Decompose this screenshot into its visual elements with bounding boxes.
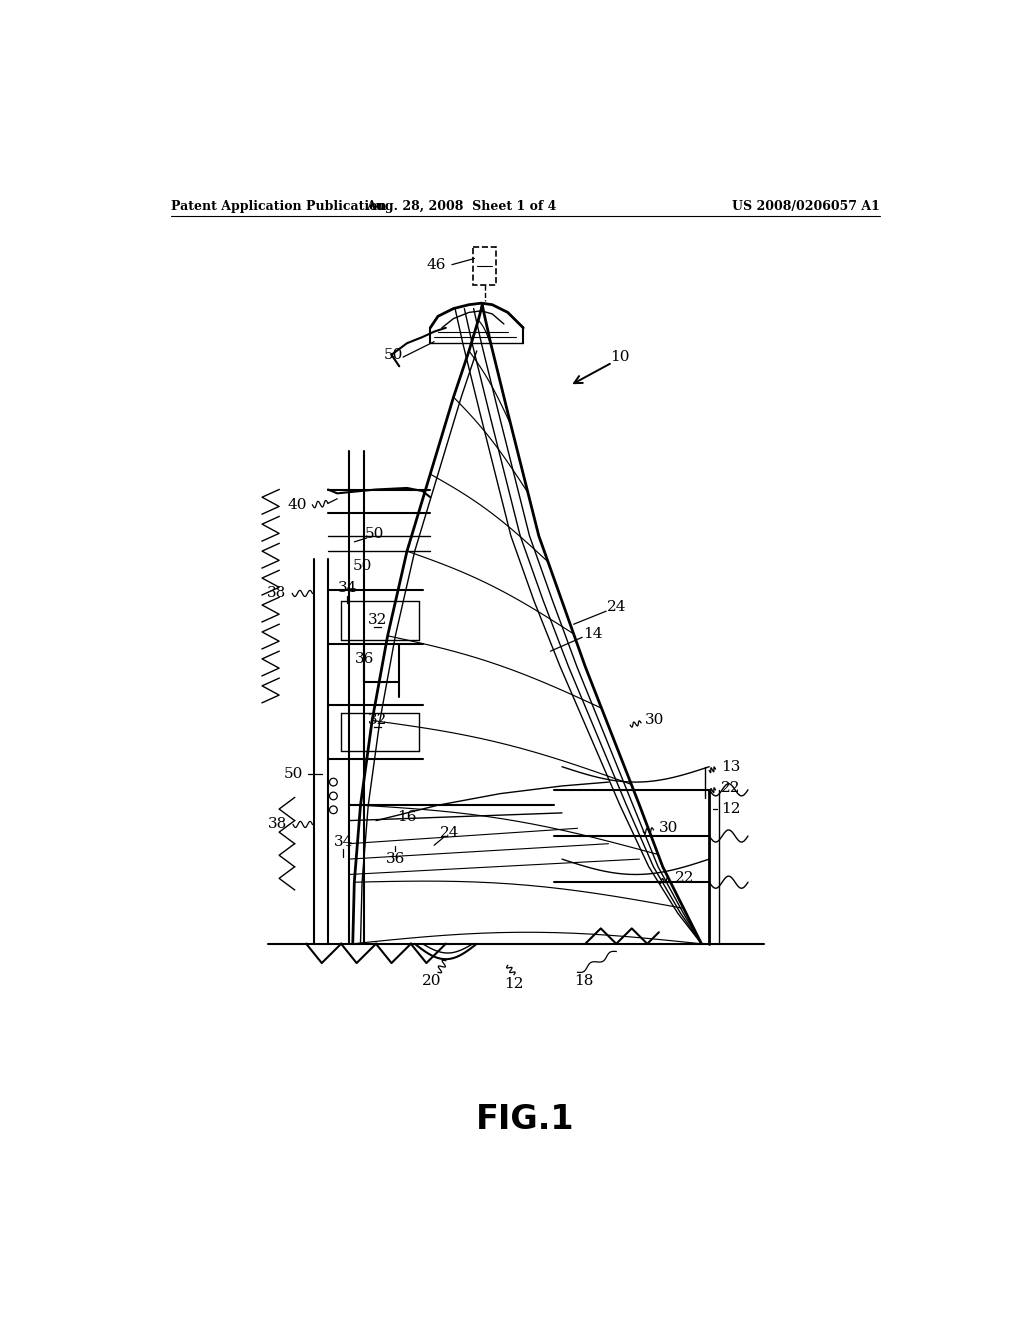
Text: 12: 12 xyxy=(721,803,740,816)
Text: 38: 38 xyxy=(267,586,287,601)
Text: 50: 50 xyxy=(352,560,372,573)
Text: 34: 34 xyxy=(334,836,353,849)
Text: 18: 18 xyxy=(574,974,593,987)
Text: 30: 30 xyxy=(645,714,665,727)
Text: 16: 16 xyxy=(397,809,417,824)
Text: 38: 38 xyxy=(268,817,287,832)
Text: 14: 14 xyxy=(584,627,603,642)
Text: 32: 32 xyxy=(368,614,387,627)
Text: 50: 50 xyxy=(383,347,402,362)
Text: 22: 22 xyxy=(675,871,694,886)
Text: 30: 30 xyxy=(659,821,679,836)
Text: 13: 13 xyxy=(721,760,740,774)
Text: Aug. 28, 2008  Sheet 1 of 4: Aug. 28, 2008 Sheet 1 of 4 xyxy=(366,199,556,213)
Bar xyxy=(473,247,496,285)
Text: 46: 46 xyxy=(427,257,446,272)
Text: 36: 36 xyxy=(354,652,374,665)
Text: 22: 22 xyxy=(721,781,740,795)
Text: 20: 20 xyxy=(422,974,441,987)
Text: 12: 12 xyxy=(504,977,523,991)
Text: 40: 40 xyxy=(287,498,307,512)
Text: 50: 50 xyxy=(365,527,384,541)
Text: FIG.1: FIG.1 xyxy=(475,1104,574,1135)
Text: 24: 24 xyxy=(440,826,460,840)
Text: US 2008/0206057 A1: US 2008/0206057 A1 xyxy=(732,199,880,213)
Text: Patent Application Publication: Patent Application Publication xyxy=(171,199,386,213)
Text: 24: 24 xyxy=(606,599,626,614)
Text: 50: 50 xyxy=(284,767,303,781)
Text: 34: 34 xyxy=(338,581,357,595)
Text: 36: 36 xyxy=(386,853,406,866)
Text: 32: 32 xyxy=(368,714,387,727)
Text: 10: 10 xyxy=(610,350,630,364)
